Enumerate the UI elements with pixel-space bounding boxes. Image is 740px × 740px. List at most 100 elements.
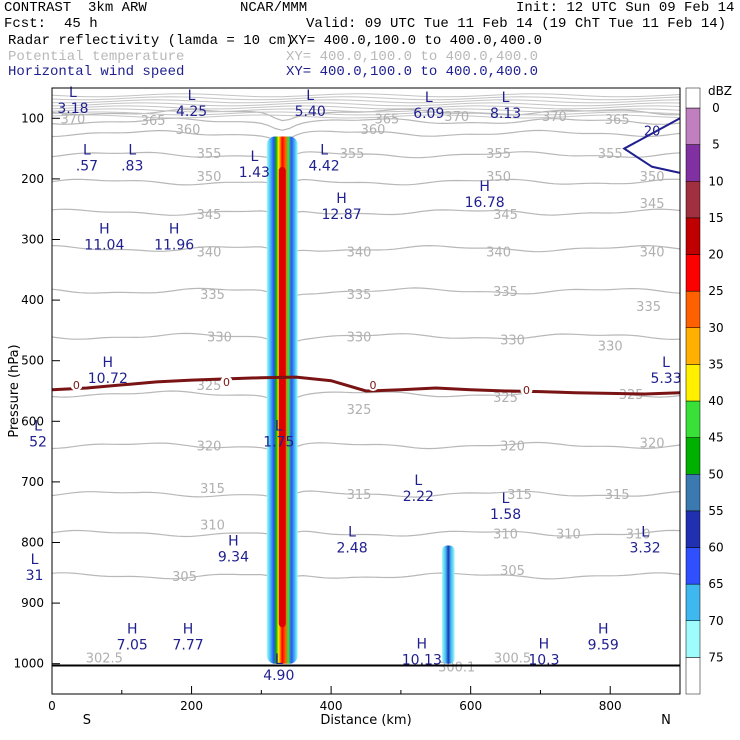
- theta-label: 330: [207, 330, 232, 345]
- x-tick-label: 800: [599, 699, 622, 713]
- wind-extrema-value: 2.48: [336, 541, 367, 557]
- wind-extrema-value: 1.43: [239, 165, 270, 181]
- theta-label: 305: [172, 570, 197, 585]
- colorbar-label: 30: [708, 321, 723, 335]
- field-wind-xy: XY= 400.0,100.0 to 400.0,400.0: [286, 64, 539, 80]
- y-tick-label: 100: [21, 111, 44, 125]
- theta-contour: [52, 114, 680, 119]
- wind-extrema-value: 11.96: [154, 238, 194, 254]
- theta-label: 345: [640, 197, 665, 212]
- freezing-level-layer: 0 0 0 0: [52, 375, 680, 397]
- colorbar-swatch: [685, 400, 701, 438]
- x-end-label-left: S: [83, 713, 91, 728]
- wind-extrema-value: 2.22: [403, 489, 434, 505]
- theta-contour: [52, 529, 680, 538]
- wind-extrema-value: 31: [26, 568, 44, 584]
- wind-extrema-value: 3.18: [57, 101, 88, 117]
- model-title: CONTRAST 3km ARW: [4, 0, 147, 16]
- colorbar-swatch: [685, 290, 701, 328]
- theta-label: 310: [626, 527, 651, 542]
- wind-extrema-value: 52: [29, 434, 47, 450]
- plot-frame: [51, 87, 681, 695]
- theta-label: 360: [361, 123, 386, 138]
- theta-contour: [52, 332, 680, 346]
- theta-label: 325: [619, 388, 644, 403]
- x-tick-label: 400: [320, 699, 343, 713]
- x-tick-label: 200: [180, 699, 203, 713]
- theta-label: 320: [197, 440, 222, 455]
- colorbar-swatch: [685, 437, 701, 475]
- y-tick-label: 500: [21, 354, 44, 368]
- theta-contour: [52, 441, 680, 454]
- theta-label: 335: [636, 300, 661, 315]
- y-axis-label: Pressure (hPa): [7, 344, 22, 437]
- theta-contour: [52, 390, 680, 404]
- theta-label: 325: [347, 403, 372, 418]
- wind-extrema-value: 4.25: [176, 104, 207, 120]
- field-wind-name: Horizontal wind speed: [8, 64, 185, 80]
- y-tick-label: 600: [21, 414, 44, 428]
- theta-label: 320: [640, 437, 665, 452]
- colorbar-label: 50: [708, 467, 723, 481]
- theta-contour: [52, 244, 680, 254]
- colorbar-top-cap: [685, 87, 701, 109]
- wind-extrema-type: L: [662, 355, 670, 371]
- theta-label: 355: [486, 147, 511, 162]
- theta-label: 355: [598, 147, 623, 162]
- colorbar-title: dBZ: [708, 84, 732, 98]
- wind-extrema-type: H: [598, 621, 609, 637]
- wind-extrema-type: L: [83, 143, 91, 159]
- theta-contour: [52, 111, 680, 116]
- wind-extrema-value: 4.42: [309, 159, 340, 175]
- reflectivity-layer: [266, 136, 455, 664]
- wind-extrema-value: .57: [76, 159, 98, 175]
- wind-extrema-type: L: [502, 90, 510, 106]
- colorbar-swatch: [685, 657, 701, 695]
- theta-label: 310: [200, 518, 225, 533]
- colorbar-swatch: [685, 510, 701, 548]
- y-tick-label: 200: [21, 172, 44, 186]
- field-theta-name: Potential temperature: [8, 49, 185, 65]
- theta-label: 310: [493, 527, 518, 542]
- wind-extrema-value: 6.09: [413, 106, 444, 122]
- wind-extrema-value: 10.3: [528, 653, 559, 669]
- theta-contour: [52, 108, 680, 113]
- freezing-level-line: [52, 375, 680, 396]
- y-tick-label: 300: [21, 233, 44, 247]
- x-end-label-right: N: [661, 713, 671, 728]
- colorbar-label: 20: [708, 248, 723, 262]
- wind-extrema-value: 1.75: [263, 434, 294, 450]
- zero-label: 0: [73, 379, 80, 392]
- theta-label: 300.5: [494, 652, 531, 667]
- theta-contour: [52, 102, 680, 107]
- wind-extrema-type: H: [336, 191, 347, 207]
- y-tick-label: 1000: [13, 657, 44, 671]
- theta-label: 355: [197, 147, 222, 162]
- theta-label: 370: [61, 112, 86, 127]
- theta-label: 370: [542, 110, 567, 125]
- wind-extrema-type: L: [414, 473, 422, 489]
- wind-extrema-value: 11.04: [84, 238, 124, 254]
- colorbar-label: 5: [712, 138, 720, 152]
- theta-label: 315: [507, 488, 532, 503]
- colorbar-swatch: [685, 217, 701, 255]
- colorbar-label: 25: [708, 284, 723, 298]
- wind-extrema-value: 5.40: [295, 104, 326, 120]
- colorbar-swatch: [685, 583, 701, 621]
- wind-extrema-type: L: [188, 88, 196, 104]
- theta-label: 330: [347, 330, 372, 345]
- wind-extrema-type: L: [348, 525, 356, 541]
- y-tick-label: 900: [21, 596, 44, 610]
- wind-extrema-value: 3.32: [630, 541, 661, 557]
- colorbar-swatch: [685, 364, 701, 402]
- theta-label: 310: [556, 527, 581, 542]
- zero-label: 0: [223, 376, 230, 389]
- theta-label: 330: [500, 333, 525, 348]
- theta-label: 365: [375, 112, 400, 127]
- theta-label: 365: [605, 113, 630, 128]
- wind-extrema-type: H: [183, 621, 194, 637]
- colorbar-label: 35: [708, 357, 723, 371]
- theta-label: 370: [444, 110, 469, 125]
